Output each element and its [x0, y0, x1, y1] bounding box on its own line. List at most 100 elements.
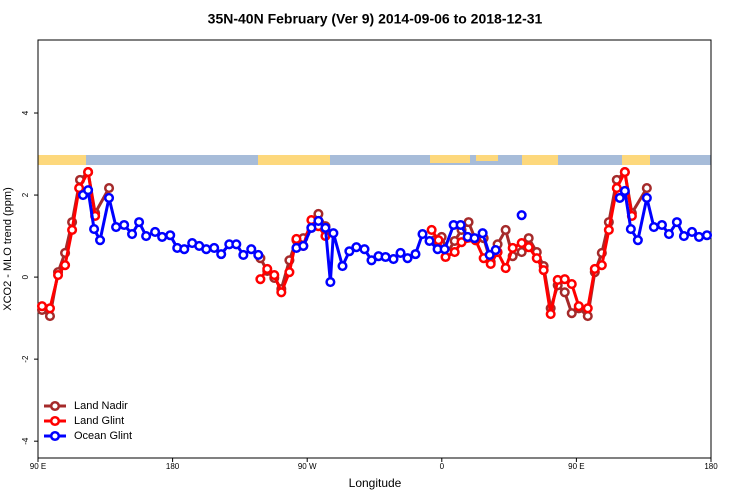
land-band — [430, 155, 470, 163]
legend-label: Land Glint — [74, 415, 124, 427]
point — [395, 247, 406, 258]
surface-band — [38, 155, 711, 165]
legend-marker — [49, 430, 61, 442]
point — [134, 217, 145, 228]
land-band — [258, 155, 330, 165]
point — [325, 276, 336, 288]
point — [262, 263, 273, 274]
point — [320, 222, 331, 233]
ocean-band — [38, 155, 711, 165]
legend-marker — [49, 400, 61, 412]
point — [253, 249, 264, 260]
point — [582, 311, 593, 322]
point — [500, 224, 511, 235]
x-tick-label: 90 E — [568, 462, 584, 471]
point — [545, 308, 556, 320]
point — [632, 235, 643, 246]
point — [485, 258, 496, 270]
point — [103, 183, 115, 194]
point — [477, 228, 488, 239]
point — [313, 215, 324, 226]
point — [36, 301, 48, 312]
point — [559, 274, 570, 285]
point — [463, 217, 474, 228]
point — [619, 167, 630, 178]
point — [179, 244, 190, 255]
point — [516, 238, 527, 249]
point — [201, 244, 212, 255]
point — [103, 192, 115, 203]
legend-label: Ocean Glint — [74, 430, 132, 442]
point — [500, 263, 511, 274]
x-axis-label: Longitude — [349, 476, 402, 490]
point — [449, 247, 460, 258]
point — [328, 228, 339, 239]
point — [337, 260, 348, 272]
point — [433, 235, 444, 246]
point — [150, 226, 161, 238]
point — [141, 231, 152, 242]
point — [165, 230, 176, 241]
y-tick-label: -4 — [21, 437, 30, 445]
land-band — [622, 155, 650, 165]
point — [157, 231, 168, 242]
point — [52, 269, 64, 281]
point — [559, 287, 570, 298]
point — [641, 192, 652, 203]
point — [231, 239, 242, 250]
point — [516, 210, 527, 221]
point — [648, 222, 659, 233]
point — [127, 228, 138, 240]
point — [701, 230, 713, 241]
chart-title: 35N-40N February (Ver 9) 2014-09-06 to 2… — [208, 11, 543, 27]
point — [380, 251, 391, 263]
point — [359, 244, 370, 255]
legend-label: Land Nadir — [74, 400, 128, 412]
point — [523, 242, 534, 253]
point — [424, 235, 435, 247]
point — [67, 224, 78, 235]
x-tick-label: 90 W — [298, 462, 317, 471]
legend-marker — [49, 415, 61, 427]
point — [306, 222, 317, 233]
point — [216, 249, 227, 260]
point — [490, 244, 501, 256]
point — [439, 244, 450, 255]
land-band — [476, 155, 498, 161]
point — [455, 219, 466, 231]
point — [566, 279, 577, 290]
y-tick-label: 4 — [21, 110, 30, 115]
point — [440, 251, 451, 263]
point — [89, 224, 100, 235]
point — [566, 308, 577, 319]
land-band — [522, 155, 558, 165]
x-tick-label: 0 — [440, 462, 445, 471]
point — [351, 242, 362, 253]
point — [611, 183, 622, 194]
point — [269, 269, 280, 281]
y-tick-label: -2 — [21, 355, 30, 363]
point — [516, 247, 527, 258]
point — [484, 249, 495, 260]
y-tick-label: 2 — [21, 192, 30, 197]
point — [83, 167, 94, 178]
point — [671, 217, 682, 228]
point — [531, 253, 542, 264]
point — [95, 235, 106, 246]
point — [456, 237, 467, 248]
series-line — [259, 217, 327, 297]
point — [656, 219, 667, 231]
point — [344, 246, 355, 257]
y-tick-label: 0 — [21, 274, 30, 279]
point — [693, 231, 705, 242]
plot-frame — [37, 39, 712, 459]
point — [507, 242, 518, 254]
point — [44, 303, 56, 314]
point — [686, 226, 698, 238]
point — [469, 233, 480, 244]
series — [77, 185, 713, 288]
point — [246, 244, 257, 255]
point — [614, 192, 625, 203]
point — [388, 254, 399, 265]
x-tick-label: 180 — [704, 462, 718, 471]
